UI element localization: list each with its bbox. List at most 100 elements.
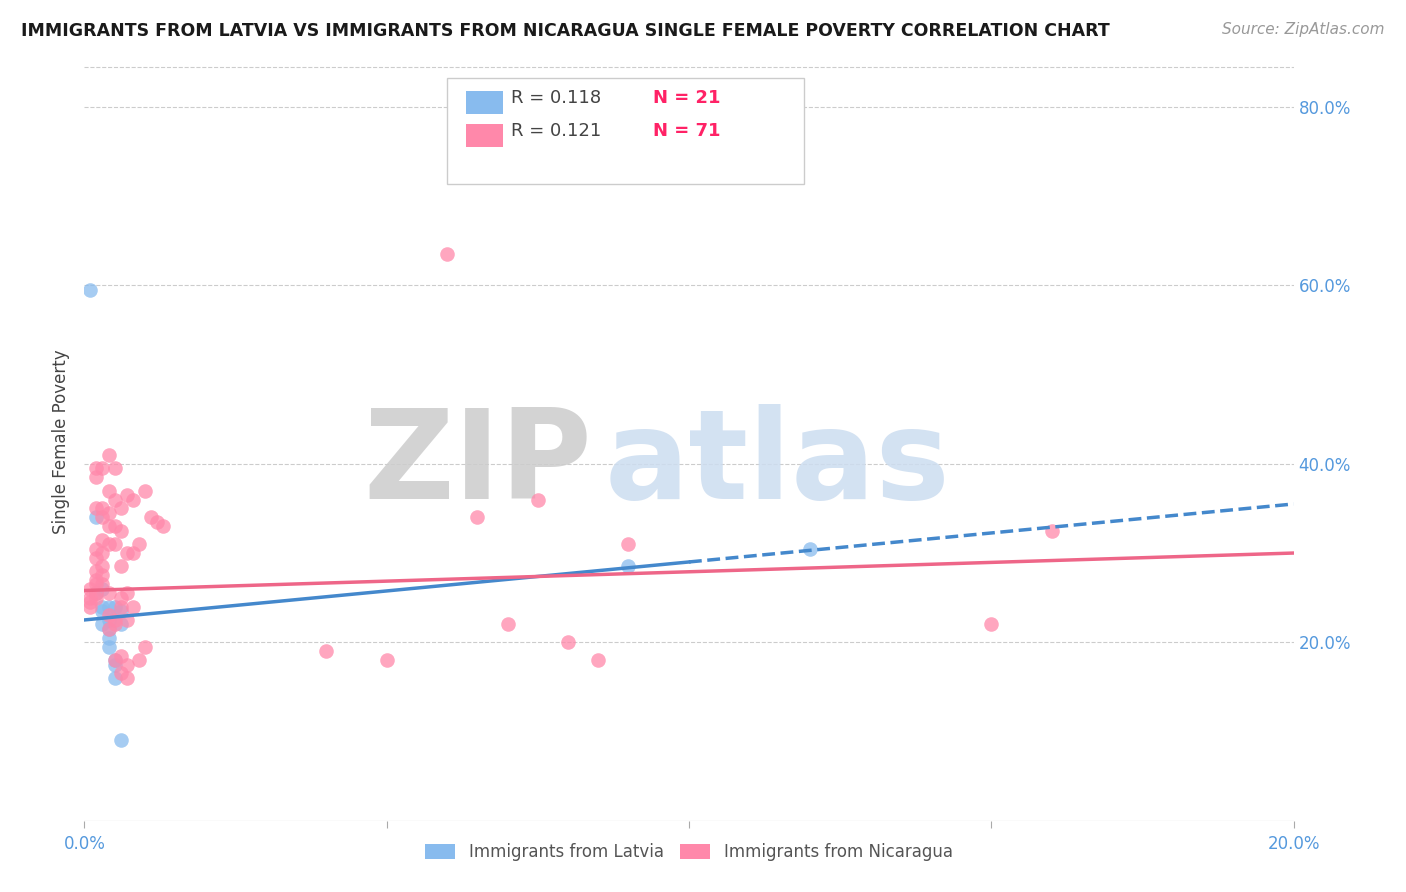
Point [115,657,138,672]
Point [617,559,640,574]
Point [104,599,127,614]
Text: N = 21: N = 21 [652,89,720,107]
Point [134,640,156,654]
Point [97,631,120,645]
Point [79,582,101,596]
Point [97,519,120,533]
Point [86,501,108,516]
Point [104,653,127,667]
Text: ZIP: ZIP [364,404,592,524]
Point [86,577,108,591]
Y-axis label: Single Female Poverty: Single Female Poverty [52,350,70,533]
Point [86,550,108,565]
Point [91,582,114,596]
Point [91,604,114,618]
Point [97,537,120,551]
Point [617,537,640,551]
Text: atlas: atlas [605,404,950,524]
Point [110,648,132,663]
Point [97,483,120,498]
Point [104,613,127,627]
FancyBboxPatch shape [447,78,804,184]
Point [79,595,101,609]
Point [152,519,174,533]
Legend: Immigrants from Latvia, Immigrants from Nicaragua: Immigrants from Latvia, Immigrants from … [418,835,960,869]
Point [121,546,143,560]
Point [115,586,138,600]
Point [86,470,108,484]
Point [128,537,150,551]
Point [110,501,132,516]
Text: IMMIGRANTS FROM LATVIA VS IMMIGRANTS FROM NICARAGUA SINGLE FEMALE POVERTY CORREL: IMMIGRANTS FROM LATVIA VS IMMIGRANTS FRO… [21,22,1109,40]
Point [115,613,138,627]
Text: N = 71: N = 71 [652,121,720,140]
Point [97,448,120,462]
Point [110,599,132,614]
Point [91,546,114,560]
Point [557,635,579,649]
Point [91,559,114,574]
Point [436,247,458,261]
Point [104,492,127,507]
Point [110,617,132,632]
Point [97,586,120,600]
Point [115,671,138,685]
Point [104,657,127,672]
Point [315,644,337,658]
Point [527,492,550,507]
Point [86,591,108,605]
Point [104,519,127,533]
Point [128,653,150,667]
Point [91,568,114,582]
Point [115,546,138,560]
Point [79,283,101,297]
Point [104,617,127,632]
Point [110,733,132,747]
Text: Source: ZipAtlas.com: Source: ZipAtlas.com [1222,22,1385,37]
Point [121,492,143,507]
Point [86,461,108,475]
Point [79,599,101,614]
Point [97,622,120,636]
Point [91,599,114,614]
FancyBboxPatch shape [467,91,503,114]
Point [980,617,1002,632]
FancyBboxPatch shape [467,124,503,146]
Point [110,666,132,681]
Point [110,559,132,574]
Point [97,640,120,654]
Point [588,653,610,667]
Point [115,488,138,502]
Point [91,577,114,591]
Point [91,510,114,524]
Point [375,653,398,667]
Point [91,533,114,547]
Point [97,599,120,614]
Point [97,506,120,520]
Text: R = 0.118: R = 0.118 [512,89,602,107]
Point [86,541,108,556]
Point [97,608,120,623]
Point [79,591,101,605]
Point [97,622,120,636]
Point [86,586,108,600]
Point [104,461,127,475]
Point [104,653,127,667]
Point [86,586,108,600]
Point [86,564,108,578]
Point [91,617,114,632]
Point [1040,524,1063,538]
Point [104,537,127,551]
Point [139,510,162,524]
Point [104,671,127,685]
Text: R = 0.121: R = 0.121 [512,121,602,140]
Point [110,524,132,538]
Point [496,617,519,632]
Point [121,599,143,614]
Point [467,510,489,524]
Point [146,515,169,529]
Point [86,510,108,524]
Point [110,591,132,605]
Point [134,483,156,498]
Point [97,613,120,627]
